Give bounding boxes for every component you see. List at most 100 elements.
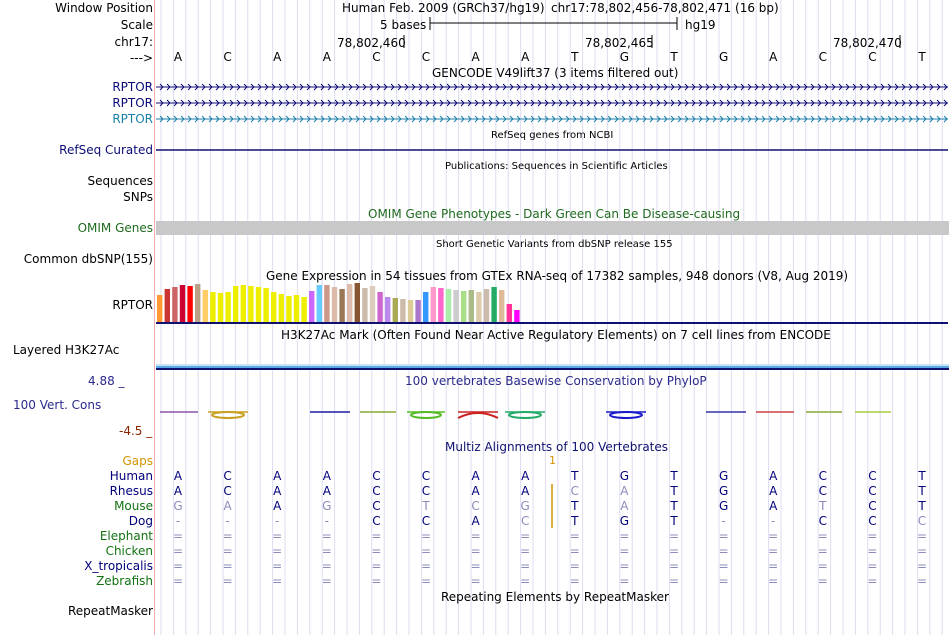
gtex-bar: [483, 289, 490, 322]
alignment-base: A: [273, 499, 282, 513]
alignment-base: =: [817, 529, 828, 543]
alignment-base: T: [670, 514, 678, 528]
gtex-bar: [316, 285, 322, 322]
phylop-logo: [457, 412, 499, 419]
gtex-track-title: Gene Expression in 54 tissues from GTEx …: [266, 269, 849, 283]
omim-label[interactable]: OMIM Genes: [77, 221, 153, 235]
alignment-base: T: [918, 499, 926, 513]
sequence-base: C: [421, 50, 431, 64]
publications-snps-label[interactable]: SNPs: [123, 190, 153, 204]
alignment-base: =: [768, 559, 779, 573]
alignment-base: A: [471, 484, 480, 498]
h3k27ac-track-title: H3K27Ac Mark (Often Found Near Active Re…: [281, 328, 831, 342]
gtex-bar: [164, 289, 170, 322]
alignment-base: =: [867, 559, 878, 573]
dbsnp-track-title: Short Genetic Variants from dbSNP releas…: [436, 239, 673, 250]
alignment-base: =: [817, 544, 828, 558]
alignment-base: =: [172, 529, 184, 543]
species-label-chicken[interactable]: Chicken: [105, 544, 153, 558]
h3k27ac-label[interactable]: Layered H3K27Ac: [13, 343, 120, 357]
refseq-label[interactable]: RefSeq Curated: [59, 143, 153, 157]
gtex-bar: [506, 304, 512, 322]
phylop-track-title: 100 vertebrates Basewise Conservation by…: [405, 374, 707, 388]
alignment-base: T: [670, 484, 678, 498]
strand-arrows: [159, 99, 948, 107]
h3k27ac-signal: [156, 364, 949, 366]
alignment-base: =: [222, 544, 233, 558]
alignment-base: A: [521, 484, 530, 498]
omim-bar: [156, 221, 949, 235]
alignment-base: A: [620, 499, 629, 513]
alignment-base: A: [521, 469, 530, 483]
alignment-base: =: [867, 544, 878, 558]
gtex-bar: [286, 296, 292, 322]
alignment-base: =: [619, 544, 630, 558]
alignment-base: =: [916, 574, 928, 588]
alignment-base: A: [769, 469, 778, 483]
alignment-base: A: [620, 484, 629, 498]
gtex-bar: [407, 300, 414, 322]
species-label-dog[interactable]: Dog: [128, 514, 153, 528]
alignment-base: T: [918, 469, 926, 483]
gtex-bar: [423, 292, 429, 322]
gtex-bar: [187, 286, 193, 322]
gtex-bar: [248, 286, 254, 322]
alignment-base: =: [420, 529, 432, 543]
species-label-rhesus[interactable]: Rhesus: [109, 484, 153, 498]
gaps-label[interactable]: Gaps: [122, 454, 153, 468]
alignment-base: G: [718, 469, 729, 483]
species-label-elephant[interactable]: Elephant: [99, 529, 153, 543]
sequence-base: C: [868, 50, 877, 64]
alignment-base: =: [371, 574, 382, 588]
gencode-item-label[interactable]: RPTOR: [112, 80, 153, 94]
repeatmasker-label[interactable]: RepeatMasker: [67, 604, 153, 618]
gtex-bar: [468, 290, 474, 322]
gtex-bar: [415, 300, 421, 322]
gtex-bar: [385, 297, 391, 322]
alignment-base: T: [571, 514, 579, 528]
sequence-base: T: [670, 50, 678, 64]
assembly-title: Human Feb. 2009 (GRCh37/hg19): [342, 1, 545, 15]
species-label-mouse[interactable]: Mouse: [114, 499, 153, 513]
alignment-base: =: [867, 574, 878, 588]
repeatmasker-track-title: Repeating Elements by RepeatMasker: [441, 590, 669, 604]
species-label-human[interactable]: Human: [109, 469, 153, 483]
publications-track-title: Publications: Sequences in Scientific Ar…: [445, 161, 668, 172]
gtex-bar: [438, 288, 444, 322]
alignment-base: C: [818, 514, 827, 528]
gencode-item-label[interactable]: RPTOR: [112, 112, 153, 126]
species-label-x_tropicalis[interactable]: X_tropicalis: [84, 559, 153, 573]
strand-arrows: [159, 83, 948, 91]
gtex-bar: [240, 285, 246, 322]
species-label-zebrafish[interactable]: Zebrafish: [96, 574, 153, 588]
coord-label: 78,802,460: [337, 36, 406, 50]
alignment-base: G: [718, 499, 729, 513]
gtex-label[interactable]: RPTOR: [112, 298, 153, 312]
strand-arrows: [159, 115, 948, 123]
gtex-bar: [362, 288, 368, 322]
alignment-base: C: [372, 469, 381, 483]
alignment-base: =: [172, 574, 184, 588]
alignment-base: C: [520, 514, 530, 528]
alignment-base: A: [322, 469, 331, 483]
publications-sequences-label[interactable]: Sequences: [87, 174, 153, 188]
alignment-base: C: [223, 469, 232, 483]
gtex-bar: [195, 284, 201, 322]
multiz-track-title: Multiz Alignments of 100 Vertebrates: [445, 440, 669, 454]
gtex-bar: [331, 287, 338, 322]
alignment-base: =: [817, 559, 828, 573]
refseq-track-title: RefSeq genes from NCBI: [491, 130, 614, 141]
alignment-base: A: [471, 469, 480, 483]
gtex-bar: [400, 299, 406, 322]
alignment-base: A: [273, 469, 282, 483]
alignment-base: =: [668, 574, 680, 588]
phylop-label[interactable]: 100 Vert. Cons: [13, 398, 102, 412]
alignment-base: =: [817, 574, 828, 588]
dbsnp-label[interactable]: Common dbSNP(155): [23, 252, 153, 266]
alignment-base: =: [768, 544, 779, 558]
alignment-base: =: [916, 559, 928, 573]
alignment-base: =: [718, 574, 729, 588]
alignment-base: A: [769, 499, 778, 513]
gencode-item-label[interactable]: RPTOR: [112, 96, 153, 110]
